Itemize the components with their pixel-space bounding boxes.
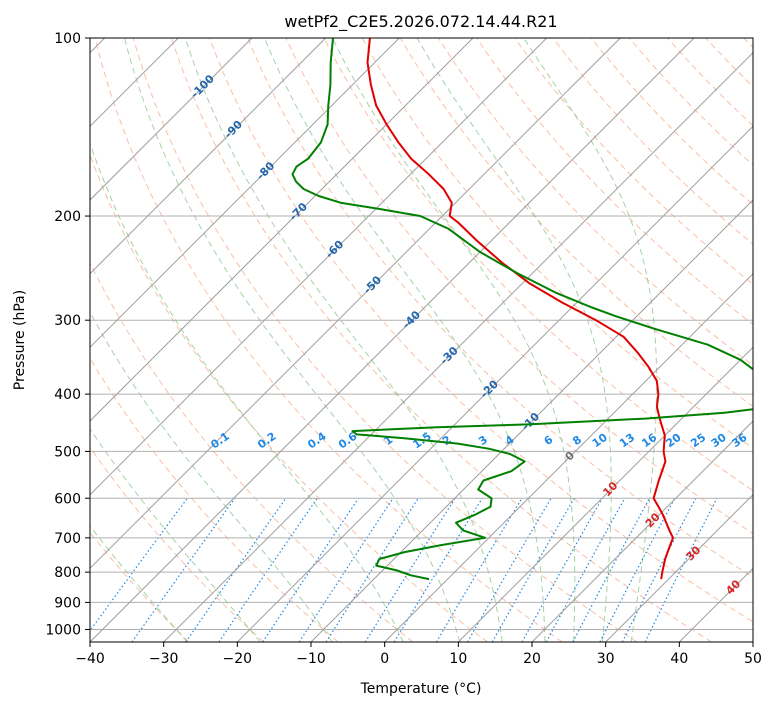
x-tick-label: 40	[670, 651, 688, 667]
mixing-ratio-line	[621, 498, 697, 642]
isotherm-gridline	[384, 272, 753, 642]
dry-adiabat	[90, 261, 414, 642]
x-tick-label: −10	[296, 651, 326, 667]
dry-adiabats	[90, 38, 753, 642]
isotherm-gridlines	[90, 38, 753, 642]
mixing-ratio-line	[545, 498, 626, 642]
y-axis-title: Pressure (hPa)	[12, 290, 28, 390]
y-tick-label: 1000	[45, 622, 81, 638]
x-tick-label: −30	[149, 651, 179, 667]
moist-adiabat	[90, 311, 333, 642]
dewpoint-line	[291, 38, 753, 581]
mixing-ratio-line	[572, 498, 651, 642]
dry-adiabat	[247, 38, 753, 578]
mixing-ratio-line	[364, 497, 456, 642]
mixing-ratio-line	[599, 498, 676, 642]
temperature-line	[366, 38, 674, 580]
y-tick-label: 600	[54, 491, 81, 507]
isotherm-gridline	[605, 493, 753, 642]
moist-adiabat	[184, 38, 503, 642]
x-tick-label: 20	[523, 651, 541, 667]
isotherm-gridline	[457, 346, 753, 642]
y-tick-label: 500	[54, 444, 81, 460]
x-axis-title: Temperature (°C)	[360, 681, 482, 697]
mixing-ratio-lines	[90, 497, 718, 642]
x-tick-label: 30	[597, 651, 615, 667]
isotherm-gridline	[90, 38, 400, 349]
x-tick-label: 0	[380, 651, 389, 667]
moist-adiabat	[264, 38, 546, 642]
isotherm-gridline	[90, 38, 621, 570]
dry-adiabat	[132, 38, 638, 642]
moist-adiabat	[90, 141, 404, 642]
x-tick-label: 10	[449, 651, 467, 667]
isotherm-gridline	[90, 38, 695, 642]
isotherm-gridline	[90, 38, 548, 496]
isotherm-gridline	[236, 125, 753, 642]
isotherm-gridline	[90, 38, 253, 201]
x-tick-label: −40	[75, 651, 105, 667]
dry-adiabat	[209, 38, 753, 623]
dry-adiabat	[323, 38, 753, 492]
x-tick-label: 50	[744, 651, 762, 667]
dry-adiabat	[514, 38, 753, 285]
moist-adiabat	[90, 427, 261, 642]
plot-frame	[89, 37, 754, 643]
mixing-ratio-line	[218, 497, 318, 642]
y-tick-label: 800	[54, 565, 81, 581]
y-tick-label: 200	[54, 209, 81, 225]
y-tick-label: 300	[54, 313, 81, 329]
dry-adiabat	[170, 38, 712, 642]
pressure-gridlines	[90, 38, 753, 630]
x-axis-ticks: −40 −30 −20 −10 0 10 20 30 40 50	[75, 642, 762, 667]
y-tick-label: 400	[54, 387, 81, 403]
mixing-ratio-line	[393, 497, 483, 642]
moist-adiabat	[416, 38, 612, 642]
isotherm-gridline	[163, 51, 753, 642]
dry-adiabat	[90, 446, 264, 642]
mixing-ratio-line	[90, 497, 188, 632]
y-tick-label: 900	[54, 595, 81, 611]
x-tick-label: −20	[223, 651, 253, 667]
sounding-series	[291, 38, 753, 581]
moist-adiabat	[523, 38, 658, 642]
mixing-ratio-line	[131, 497, 236, 642]
dry-adiabat	[90, 357, 339, 642]
y-tick-label: 700	[54, 531, 81, 547]
isotherm-gridline	[90, 38, 474, 422]
mixing-ratio-line	[325, 497, 419, 642]
chart-title: wetPf2_C2E5.2026.072.14.44.R21	[284, 12, 557, 32]
isotherm-gridline	[310, 199, 753, 642]
y-axis-ticks: 100 200 300 400 500 600 700 800 900 1000	[45, 31, 90, 638]
mixing-ratio-line	[644, 498, 718, 642]
dry-adiabat	[476, 38, 753, 326]
mixing-ratio-line	[262, 497, 360, 642]
y-tick-label: 100	[54, 31, 81, 47]
dry-adiabat	[94, 38, 563, 642]
isotherm-gridline	[531, 420, 753, 642]
moist-adiabat	[124, 38, 461, 642]
moist-adiabat	[90, 525, 188, 642]
dry-adiabat	[285, 38, 753, 535]
isotherm-gridline	[90, 38, 327, 275]
